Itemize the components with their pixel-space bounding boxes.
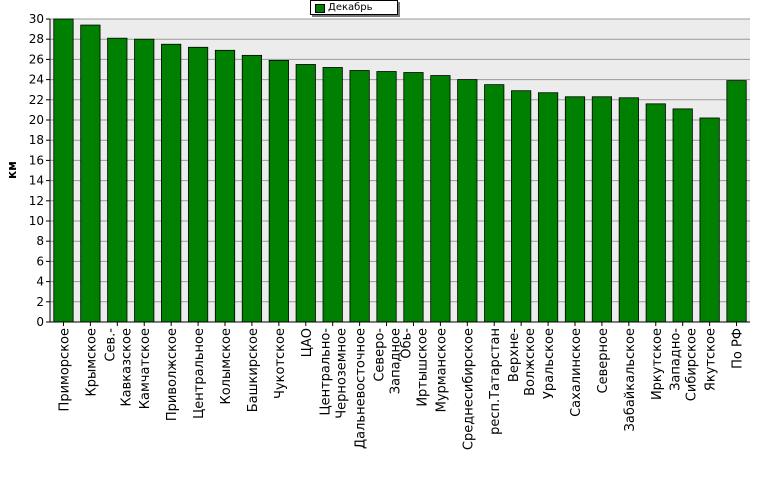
x-tick-label: Кавказское: [119, 328, 134, 407]
x-tick-label: Центрально-: [319, 328, 334, 416]
bar: [214, 49, 236, 323]
bar: [241, 54, 263, 323]
y-tick-label: 4: [36, 275, 44, 289]
x-tick-label: Сев.-: [103, 328, 118, 362]
x-tick-label: Сахалинское: [569, 328, 584, 417]
bar: [268, 60, 289, 323]
x-tick-label: Мурманское: [434, 328, 449, 412]
x-tick-label: Башкирское: [246, 328, 261, 412]
bar: [107, 37, 128, 323]
bar: [322, 67, 343, 323]
x-tick-label: По РФ: [731, 328, 746, 369]
bars: [53, 18, 747, 323]
legend: Декабрь: [310, 0, 398, 15]
y-tick-label: 18: [29, 133, 44, 147]
x-tick-label: Западно-: [669, 328, 684, 391]
plot-background: [50, 19, 750, 322]
bar: [376, 71, 397, 323]
bar: [161, 43, 182, 323]
x-tick-label: ЦАО: [300, 328, 315, 357]
bar: [430, 75, 451, 323]
y-tick-label: 24: [29, 73, 44, 87]
y-tick-label: 2: [36, 295, 44, 309]
bar: [134, 38, 155, 323]
x-tick-label: Уральское: [542, 328, 557, 399]
bar: [403, 72, 424, 323]
x-tick-label: Иркутское: [650, 328, 665, 400]
legend-label: Декабрь: [328, 2, 373, 13]
bar: [349, 70, 370, 323]
bar: [645, 103, 666, 323]
y-tick-label: 8: [36, 234, 44, 248]
x-tick-label: Забайкальское: [623, 328, 638, 431]
y-tick-label: 6: [36, 254, 44, 268]
y-tick-label: 0: [36, 315, 44, 329]
bar: [591, 96, 613, 323]
legend-swatch: [315, 4, 325, 13]
x-tick-label: Якутское: [704, 328, 719, 391]
x-tick-label: Сибирское: [685, 328, 700, 401]
x-tick-label: Северо-: [373, 328, 388, 382]
x-tick-label: Колымское: [219, 328, 234, 405]
bar: [53, 18, 74, 323]
y-tick-label: 10: [29, 214, 44, 228]
bar: [457, 79, 478, 323]
y-tick-label: 22: [29, 93, 44, 107]
y-tick-label: 12: [29, 194, 44, 208]
x-tick-label: Приволжское: [165, 328, 180, 421]
bar: [187, 46, 209, 323]
x-tick-label: Северное: [596, 328, 611, 393]
y-tick-label: 30: [29, 12, 44, 26]
x-tick-label: Иртышское: [415, 328, 430, 407]
bar: [484, 84, 505, 323]
bar: [672, 108, 693, 323]
x-tick-label: Приморское: [57, 328, 72, 411]
bar: [618, 97, 639, 323]
bar: [295, 64, 316, 323]
x-tick-label: Черноземное: [335, 328, 350, 419]
x-tick-label: респ.Татарстан: [488, 328, 503, 435]
x-tick-label: Дальневосточное: [354, 328, 369, 449]
x-tick-label: Западное: [389, 328, 404, 394]
x-tick-label: Среднесибирское: [461, 328, 476, 450]
bar: [699, 117, 720, 323]
x-axis-labels: Приморское Крымское Сев.- Кавказское Камчатс…: [57, 322, 746, 450]
y-axis-label: км: [5, 161, 19, 179]
bar: [726, 80, 747, 323]
x-tick-label: Верхне-: [507, 328, 522, 382]
x-tick-label: Обь-: [399, 328, 414, 359]
y-tick-label: 28: [29, 32, 44, 46]
bar: [80, 24, 101, 323]
y-tick-label: 14: [29, 174, 44, 188]
x-tick-label: Центральное: [192, 328, 207, 419]
y-tick-label: 16: [29, 153, 44, 167]
x-tick-label: Крымское: [84, 328, 99, 397]
bar: [511, 90, 532, 323]
bar: [564, 96, 586, 323]
x-tick-label: Камчатское: [138, 328, 153, 409]
bar: [537, 92, 559, 323]
y-tick-label: 20: [29, 113, 44, 127]
y-tick-label: 26: [29, 52, 44, 66]
x-tick-label: Чукотское: [273, 328, 288, 399]
x-tick-label: Волжское: [523, 328, 538, 396]
